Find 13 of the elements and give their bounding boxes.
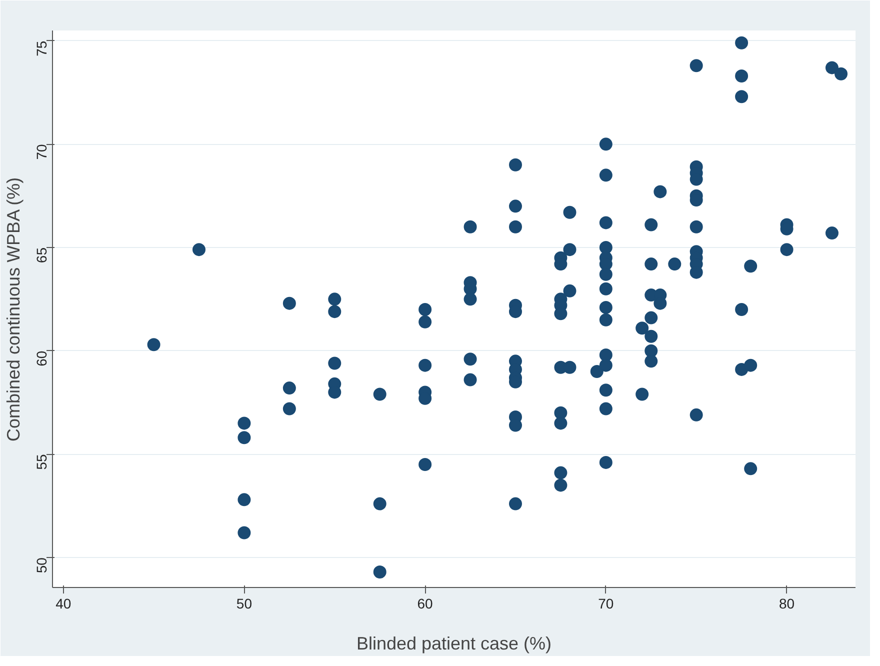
y-tick-label: 60	[34, 350, 50, 366]
x-tick-label: 50	[236, 596, 252, 612]
y-tick-label: 50	[34, 557, 50, 574]
x-tick-label: 80	[778, 596, 795, 612]
y-tick-label: 55	[34, 454, 50, 470]
x-tick-label: 60	[417, 596, 434, 612]
y-axis-title: Combined continuous WPBA (%)	[4, 177, 24, 442]
x-tick-label: 40	[56, 596, 72, 612]
x-axis-title: Blinded patient case (%)	[356, 634, 552, 654]
y-tick-label: 65	[34, 247, 50, 264]
y-tick-label: 75	[34, 40, 50, 56]
y-tick-label: 70	[34, 144, 50, 160]
x-tick-label: 70	[598, 596, 614, 612]
